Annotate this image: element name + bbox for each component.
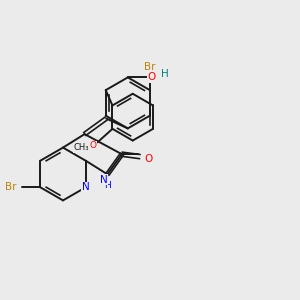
Text: O: O bbox=[89, 142, 97, 151]
Text: Br: Br bbox=[5, 182, 17, 192]
Text: H: H bbox=[104, 181, 111, 190]
Text: Br: Br bbox=[144, 62, 156, 72]
Text: O: O bbox=[144, 154, 152, 164]
Text: CH₃: CH₃ bbox=[74, 143, 89, 152]
Text: O: O bbox=[148, 72, 156, 82]
Text: N: N bbox=[100, 175, 108, 185]
Text: H: H bbox=[161, 69, 169, 79]
Text: N: N bbox=[82, 182, 90, 192]
